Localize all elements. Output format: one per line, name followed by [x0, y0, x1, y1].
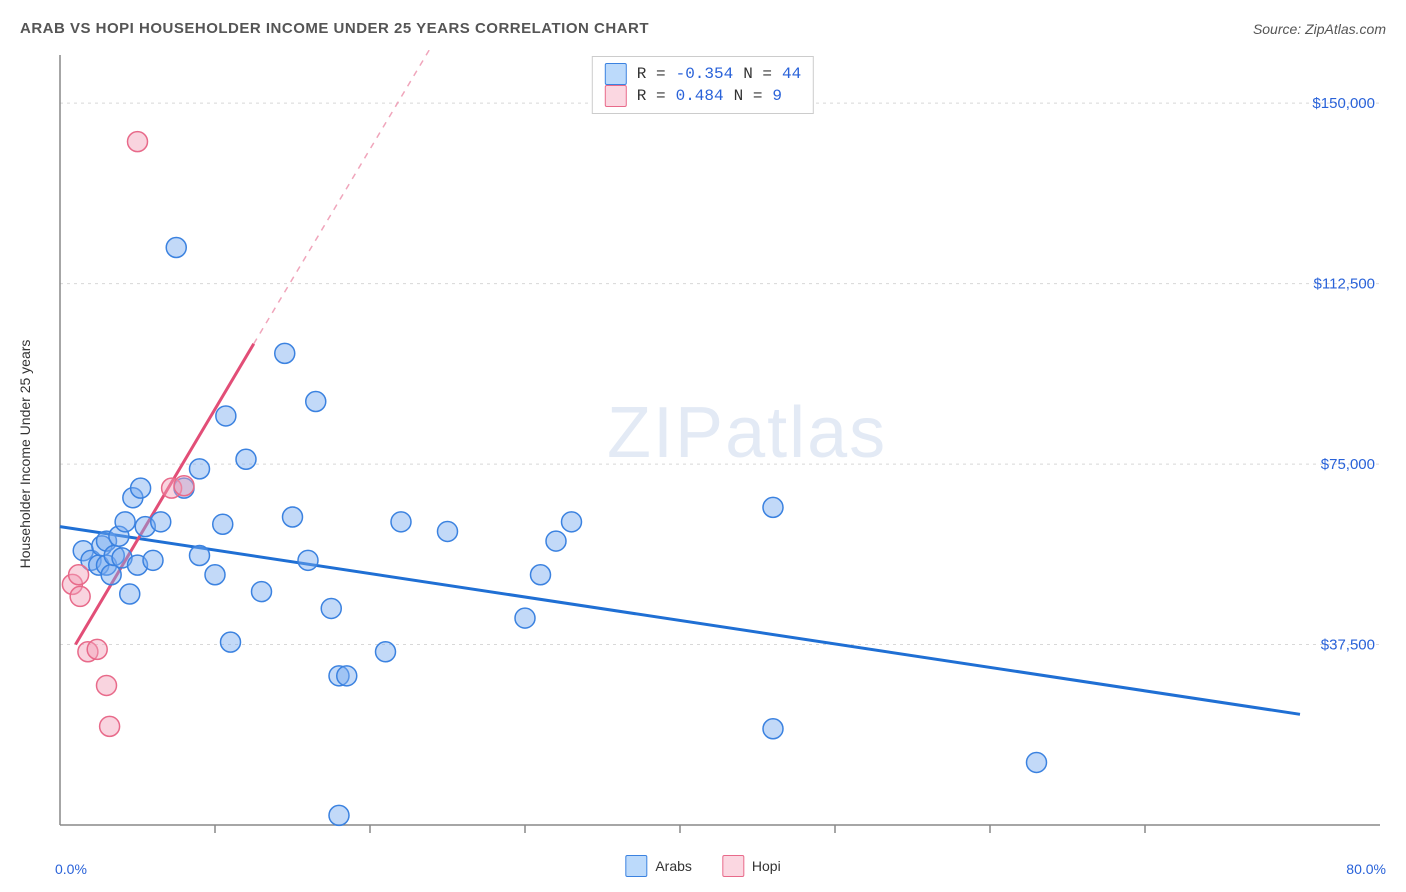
r-value: 0.484 [676, 87, 724, 105]
svg-text:$37,500: $37,500 [1321, 637, 1375, 654]
n-value: 44 [782, 65, 801, 83]
chart-title: ARAB VS HOPI HOUSEHOLDER INCOME UNDER 25… [20, 20, 649, 37]
y-axis-label: Householder Income Under 25 years [17, 340, 33, 569]
source-label: Source: ZipAtlas.com [1253, 21, 1386, 37]
legend-swatch-arabs [625, 855, 647, 877]
legend-item-hopi: Hopi [722, 855, 781, 877]
n-label: N = [743, 65, 772, 83]
correlation-row-hopi: R = 0.484 N = 9 [605, 85, 801, 107]
svg-text:$150,000: $150,000 [1312, 95, 1375, 112]
legend-swatch-hopi [722, 855, 744, 877]
scatter-chart: $37,500 $75,000 $112,500 $150,000 [55, 50, 1385, 845]
n-label: N = [734, 87, 763, 105]
series-legend: Arabs Hopi [625, 855, 780, 877]
n-value: 9 [772, 87, 782, 105]
legend-item-arabs: Arabs [625, 855, 692, 877]
svg-text:$75,000: $75,000 [1321, 456, 1375, 473]
x-min-label: 0.0% [55, 861, 87, 877]
legend-label-hopi: Hopi [752, 858, 781, 874]
r-label: R = [637, 87, 666, 105]
svg-text:$112,500: $112,500 [1314, 276, 1375, 293]
correlation-legend: R = -0.354 N = 44 R = 0.484 N = 9 [592, 56, 814, 114]
chart-area: $37,500$75,000$112,500$150,000 ZIPatlas [55, 50, 1386, 847]
correlation-row-arabs: R = -0.354 N = 44 [605, 63, 801, 85]
legend-label-arabs: Arabs [655, 858, 692, 874]
swatch-hopi [605, 85, 627, 107]
r-label: R = [637, 65, 666, 83]
r-value: -0.354 [676, 65, 734, 83]
swatch-arabs [605, 63, 627, 85]
x-max-label: 80.0% [1346, 861, 1386, 877]
